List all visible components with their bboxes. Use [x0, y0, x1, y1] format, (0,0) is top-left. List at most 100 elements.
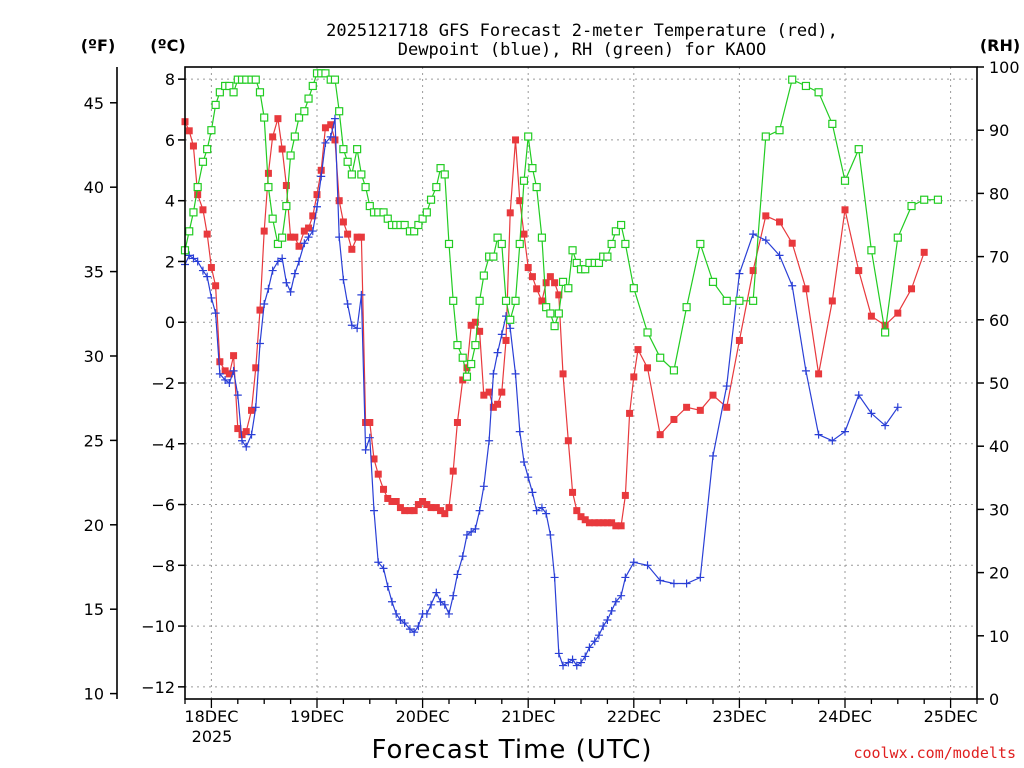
- rh-marker: [426, 195, 436, 204]
- rh-marker: [203, 145, 212, 154]
- temperature-marker: [617, 522, 625, 530]
- rh-marker: [682, 303, 691, 312]
- temperature-marker: [538, 297, 546, 305]
- dewpoint-marker: [189, 254, 198, 263]
- dewpoint-marker: [440, 600, 449, 609]
- temperature-marker: [278, 145, 286, 153]
- temperature-marker: [512, 136, 520, 144]
- rh-marker: [357, 170, 366, 179]
- dewpoint-marker: [268, 266, 277, 275]
- rh-marker: [581, 265, 590, 274]
- rh-tick-label: 60: [989, 311, 1009, 330]
- dewpoint-marker: [475, 506, 484, 515]
- dewpoint-marker: [581, 652, 590, 661]
- dewpoint-marker: [554, 649, 563, 658]
- dewpoint-marker: [273, 257, 282, 266]
- rh-marker: [255, 88, 265, 97]
- rh-marker: [365, 201, 374, 211]
- temperature-marker: [234, 425, 242, 433]
- rh-tick-label: 80: [989, 184, 1009, 203]
- fahrenheit-tick-label: 20: [84, 516, 104, 535]
- fahrenheit-tick-label: 25: [84, 431, 104, 450]
- dewpoint-marker: [286, 287, 295, 296]
- temperature-marker: [591, 519, 599, 527]
- temperature-marker: [396, 504, 404, 512]
- temperature-marker: [581, 516, 589, 524]
- dewpoint-marker: [255, 339, 264, 348]
- dewpoint-marker: [590, 637, 599, 646]
- temperature-marker: [656, 431, 664, 439]
- temperature-marker: [199, 206, 207, 214]
- dewpoint-marker: [215, 369, 224, 378]
- rh-tick-label: 30: [989, 500, 1009, 519]
- celsius-tick-label: −10: [141, 617, 175, 636]
- temperature-marker: [335, 197, 343, 205]
- dewpoint-marker: [788, 281, 797, 290]
- dewpoint-marker: [335, 233, 344, 242]
- dewpoint-marker: [828, 436, 837, 445]
- temperature-marker: [388, 498, 396, 505]
- dewpoint-marker: [185, 251, 194, 260]
- rh-marker: [788, 75, 797, 84]
- dewpoint-marker: [414, 622, 423, 631]
- dewpoint-marker: [511, 369, 520, 378]
- temperature-marker: [634, 346, 642, 354]
- dewpoint-marker: [893, 403, 902, 412]
- temperature-marker: [471, 318, 479, 326]
- dewpoint-marker: [396, 616, 405, 624]
- rh-marker: [537, 233, 547, 242]
- fahrenheit-tick-label: 35: [84, 263, 104, 282]
- rh-marker: [304, 94, 313, 103]
- dewpoint-marker: [313, 202, 321, 211]
- celsius-tick-label: −8: [151, 556, 175, 575]
- rh-tick-label: 100: [989, 58, 1020, 77]
- rh-marker: [422, 208, 431, 217]
- series-layer: [180, 69, 943, 670]
- temperature-marker: [802, 285, 810, 293]
- temperature-marker: [894, 309, 902, 317]
- dewpoint-marker: [696, 573, 705, 582]
- dewpoint-marker: [203, 272, 212, 281]
- dewpoint-marker: [479, 482, 488, 491]
- dewpoint-marker: [749, 230, 758, 239]
- dewpoint-marker: [242, 442, 251, 451]
- rh-marker: [189, 208, 198, 217]
- temperature-marker: [612, 522, 620, 530]
- rh-marker: [268, 214, 277, 223]
- temperature-marker: [559, 370, 567, 378]
- dewpoint-marker: [814, 430, 823, 439]
- dewpoint-marker: [599, 622, 608, 631]
- temperature-marker: [788, 239, 796, 247]
- rh-marker: [669, 366, 679, 375]
- dewpoint-marker: [387, 597, 396, 606]
- dewpoint-marker: [278, 254, 287, 263]
- fahrenheit-tick-label: 15: [84, 600, 104, 619]
- rh-marker: [761, 132, 770, 141]
- dewpoint-marker: [251, 403, 260, 412]
- temperature-marker: [384, 494, 392, 502]
- temperature-marker: [401, 507, 409, 515]
- rh-marker: [330, 75, 340, 84]
- dewpoint-marker: [295, 257, 304, 266]
- year-label: 2025: [192, 727, 233, 746]
- temperature-marker: [498, 388, 506, 396]
- celsius-tick-label: 0: [165, 313, 175, 332]
- temperature-marker: [437, 507, 445, 515]
- dewpoint-marker: [603, 616, 612, 624]
- rh-marker: [532, 182, 541, 192]
- dewpoint-marker: [462, 530, 471, 539]
- temperature-marker: [207, 264, 215, 272]
- rh-marker: [453, 340, 462, 350]
- rh-marker: [458, 353, 467, 362]
- dewpoint-marker: [343, 300, 352, 308]
- temperature-marker: [194, 191, 202, 199]
- temperature-marker: [585, 519, 593, 527]
- rh-marker: [735, 296, 744, 305]
- rh-marker: [506, 315, 515, 324]
- rh-marker: [524, 132, 533, 141]
- rh-marker: [643, 328, 652, 337]
- dewpoint-marker: [353, 324, 362, 333]
- dewpoint-marker: [370, 506, 379, 515]
- dewpoint-marker: [881, 421, 890, 430]
